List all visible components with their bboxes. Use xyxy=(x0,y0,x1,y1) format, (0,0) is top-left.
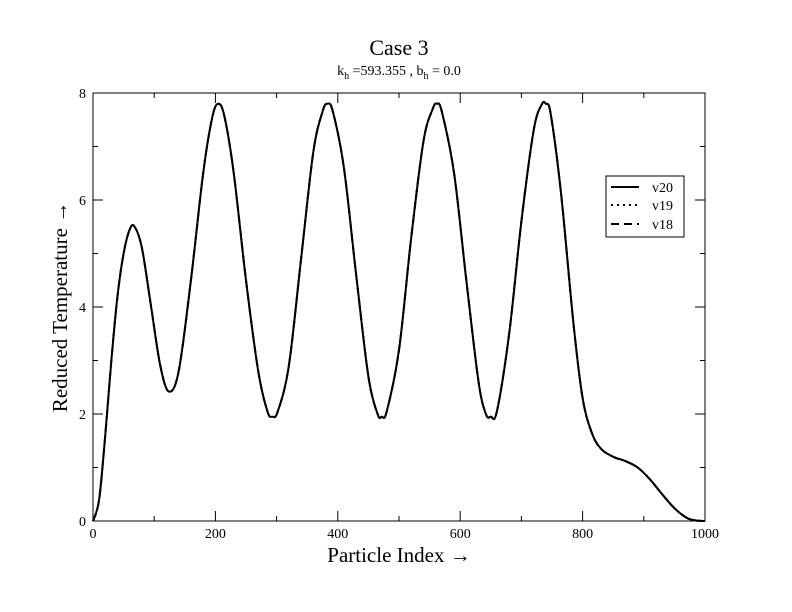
x-axis-label: Particle Index → xyxy=(327,543,470,567)
series-lines xyxy=(92,100,706,522)
legend: v20 v19 v18 xyxy=(605,175,685,238)
legend-label-v20: v20 xyxy=(652,181,673,196)
legend-label-v19: v19 xyxy=(652,199,673,214)
y-tick-label: 6 xyxy=(79,194,86,209)
legend-box xyxy=(605,175,685,238)
chart-subtitle: kh =593.355 , bh = 0.0 xyxy=(337,64,461,82)
series-line-v20 xyxy=(92,100,706,522)
x-tick-label: 600 xyxy=(450,527,471,542)
y-tick-label: 8 xyxy=(79,87,86,102)
x-tick-label: 200 xyxy=(205,527,226,542)
y-tick-label: 4 xyxy=(79,301,86,316)
y-axis-label: Reduced Temperature → xyxy=(48,202,72,412)
series-line-v19 xyxy=(92,100,706,522)
x-tick-label: 0 xyxy=(90,527,97,542)
chart-title: Case 3 xyxy=(369,35,428,60)
y-tick-label: 2 xyxy=(79,408,86,423)
x-tick-label: 800 xyxy=(572,527,593,542)
tick-labels: 0 200 400 600 800 1000 0 2 4 6 8 xyxy=(79,87,719,542)
x-tick-label: 1000 xyxy=(691,527,719,542)
y-tick-label: 0 xyxy=(79,515,86,530)
series-line-v18 xyxy=(92,100,706,522)
legend-label-v18: v18 xyxy=(652,218,673,233)
x-tick-label: 400 xyxy=(327,527,348,542)
